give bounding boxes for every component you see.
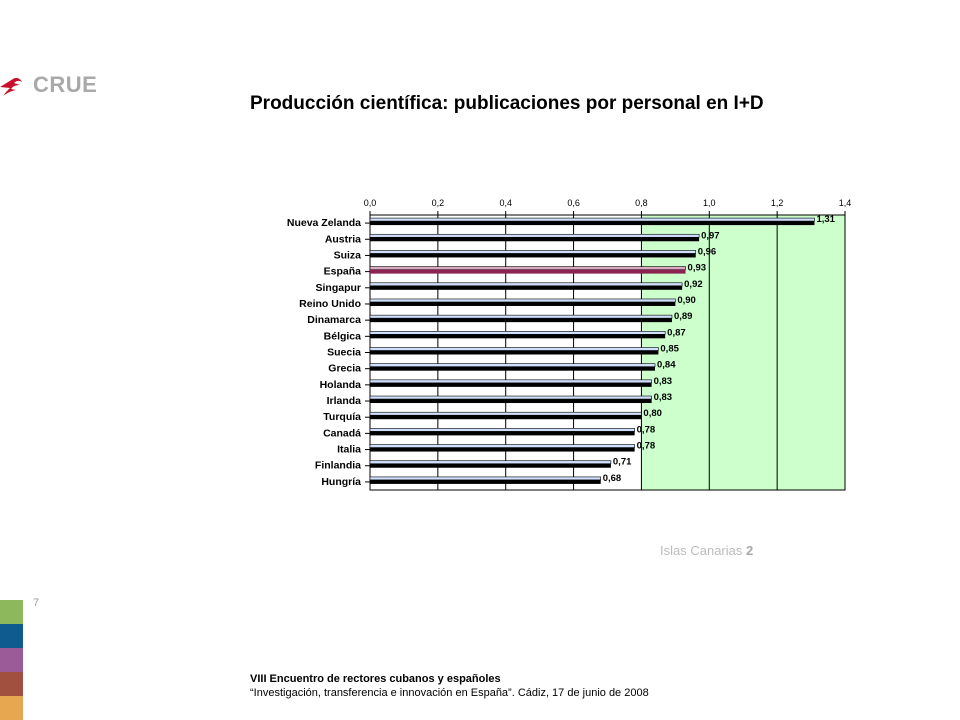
bar (370, 431, 635, 436)
category-label: Turquía (323, 411, 361, 423)
x-tick-label: 0,2 (432, 198, 445, 208)
bar-top-face (369, 428, 635, 432)
data-label: 0,92 (684, 279, 703, 290)
x-tick-label: 0,8 (635, 198, 648, 208)
bar-top-face (369, 395, 652, 400)
category-label: España (324, 266, 362, 278)
footer-event-name: VIII Encuentro de rectores cubanos y esp… (250, 673, 501, 685)
bar (370, 366, 655, 371)
color-stripe (0, 648, 23, 672)
bar-top-face (369, 233, 700, 238)
bar-top-face (369, 411, 642, 416)
bar-top-face (369, 282, 683, 287)
bar (370, 237, 700, 242)
category-label: Grecia (328, 363, 361, 375)
bar (370, 415, 642, 420)
data-label: 0,71 (613, 457, 632, 468)
page-number: 7 (33, 597, 40, 609)
bar (370, 463, 611, 468)
data-label: 1,31 (816, 214, 835, 225)
crue-logo: CRUE (0, 70, 97, 100)
color-stripe (0, 624, 23, 648)
category-label: Canadá (323, 427, 361, 439)
category-label: Dinamarca (307, 314, 361, 326)
bar-top-face (369, 460, 612, 465)
brand-name: CRUE (33, 72, 98, 97)
bar (370, 382, 652, 387)
category-label: Holanda (320, 379, 362, 391)
category-label: Suiza (334, 249, 362, 261)
color-stripe (0, 696, 23, 720)
category-label: Austria (325, 233, 361, 245)
footer: VIII Encuentro de rectores cubanos y esp… (250, 672, 649, 700)
bar (370, 253, 696, 258)
bar (370, 221, 815, 226)
bar (370, 479, 601, 484)
category-label: Bélgica (324, 330, 362, 342)
x-tick-label: 1,4 (839, 198, 852, 208)
data-label: 0,93 (688, 263, 707, 274)
data-label: 0,83 (654, 376, 673, 387)
category-label: Singapur (315, 282, 361, 294)
bar-top-face (369, 444, 635, 448)
data-label: 0,96 (698, 246, 717, 257)
bar (370, 285, 683, 290)
bar-top-face (369, 250, 697, 254)
island-number: 2 (746, 543, 754, 558)
category-label: Finlandia (315, 460, 361, 472)
bar (370, 269, 686, 274)
bar-top-face (369, 266, 686, 270)
x-tick-label: 0,4 (499, 198, 512, 208)
footer-subtitle: “Investigación, transferencia e innovaci… (250, 687, 649, 699)
x-tick-label: 1,0 (703, 198, 716, 208)
category-label: Italia (337, 444, 361, 456)
category-label: Irlanda (327, 395, 362, 407)
bar-top-face (369, 298, 676, 303)
bar-top-face (369, 347, 659, 351)
data-label: 0,83 (654, 392, 673, 403)
slide-title: Producción científica: publicaciones por… (250, 93, 764, 114)
island-label-text: Islas Canarias (660, 543, 743, 558)
data-label: 0,89 (674, 311, 693, 322)
bar-top-face (369, 217, 815, 222)
data-label: 0,78 (637, 441, 656, 452)
color-stripe (0, 600, 23, 624)
category-label: Suecia (327, 347, 361, 359)
crue-logo-icon (0, 78, 22, 96)
category-label: Reino Unido (299, 298, 361, 310)
x-tick-label: 1,2 (771, 198, 784, 208)
color-stripe (0, 672, 23, 696)
bar-top-face (369, 331, 666, 335)
plot-shaded-area (641, 215, 845, 490)
data-label: 0,68 (603, 473, 622, 484)
data-label: 0,84 (657, 360, 676, 371)
category-label: Nueva Zelanda (287, 217, 361, 229)
x-tick-label: 0,0 (364, 198, 377, 208)
bar (370, 399, 652, 404)
island-label: Islas Canarias 2 (660, 543, 753, 558)
data-label: 0,87 (667, 327, 686, 338)
data-label: 0,97 (701, 230, 720, 241)
bar (370, 301, 676, 306)
bar (370, 350, 659, 355)
data-label: 0,85 (660, 344, 679, 355)
bar (370, 318, 672, 323)
x-tick-label: 0,6 (567, 198, 580, 208)
bar (370, 447, 635, 452)
category-label: Hungría (321, 476, 361, 488)
bar (370, 334, 666, 339)
data-label: 0,80 (643, 408, 662, 419)
bar-chart: 0,0 0,2 0,4 0,6 0,8 1,0 1,2 1,4 Nueva Zelanda 1,3… (287, 198, 852, 491)
bar-top-face (369, 476, 602, 481)
bar-top-face (369, 314, 673, 319)
bar-top-face (369, 363, 656, 367)
bar-top-face (369, 379, 652, 384)
data-label: 0,90 (677, 295, 696, 306)
data-label: 0,78 (637, 424, 656, 435)
